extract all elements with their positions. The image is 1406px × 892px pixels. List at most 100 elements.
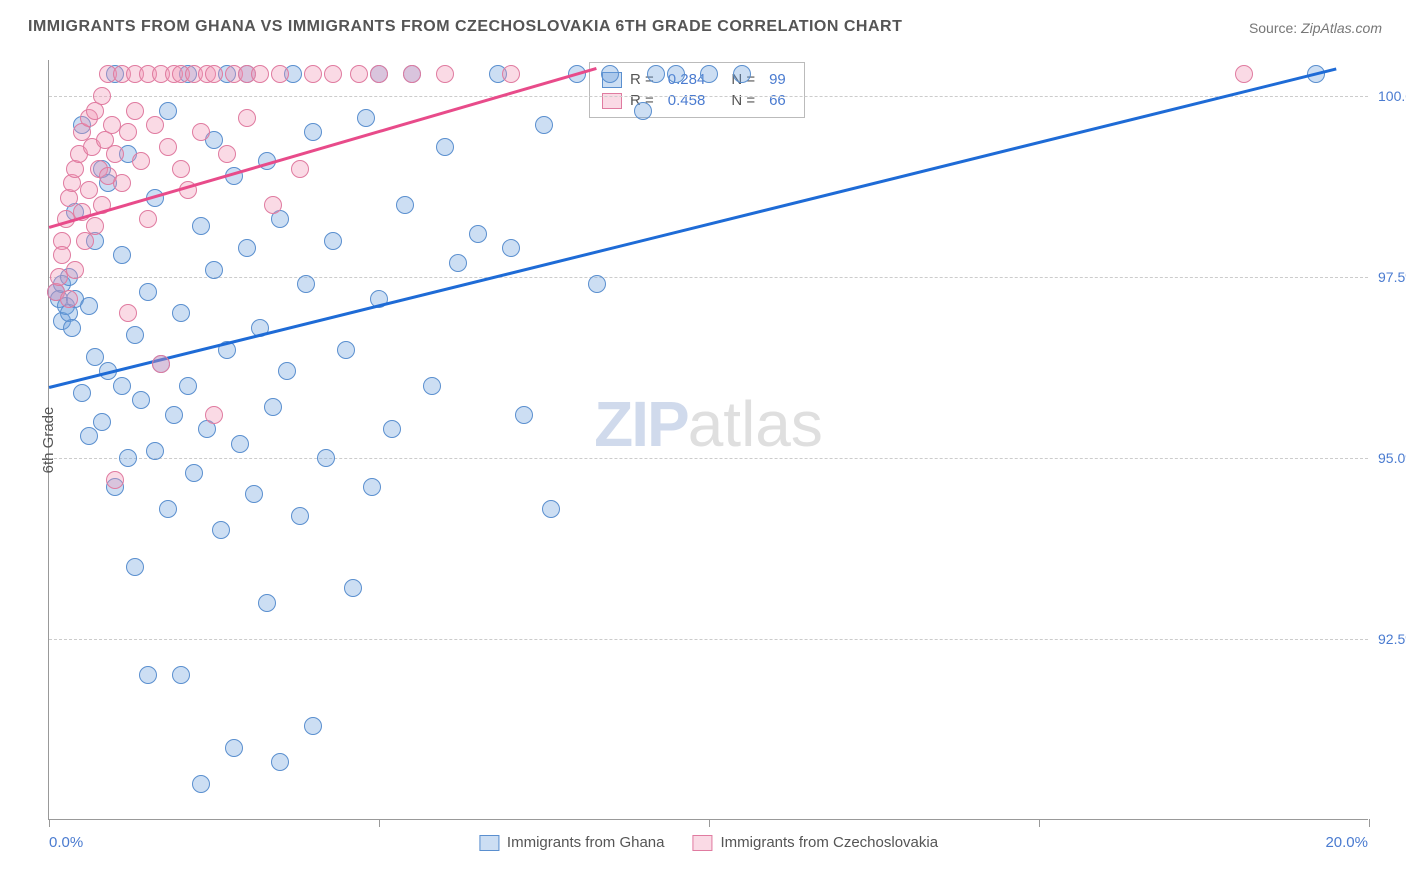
data-point [93,413,111,431]
data-point [304,717,322,735]
correlation-legend: R =0.284N =99R =0.458N =66 [589,62,805,118]
source-value: ZipAtlas.com [1301,20,1382,36]
data-point [165,406,183,424]
data-point [588,275,606,293]
data-point [106,471,124,489]
data-point [238,109,256,127]
legend-swatch [692,835,712,851]
data-point [159,102,177,120]
legend-row: R =0.458N =66 [602,90,792,111]
grid-line [49,639,1368,640]
data-point [634,102,652,120]
data-point [132,152,150,170]
series-legend-item: Immigrants from Ghana [479,834,665,851]
data-point [113,377,131,395]
data-point [73,384,91,402]
x-axis-max-label: 20.0% [1325,834,1368,851]
chart-title: IMMIGRANTS FROM GHANA VS IMMIGRANTS FROM… [28,18,902,36]
data-point [192,775,210,793]
data-point [159,138,177,156]
data-point [396,196,414,214]
scatter-plot: 6th Grade ZIPatlas R =0.284N =99R =0.458… [48,60,1368,820]
data-point [1235,65,1253,83]
data-point [304,65,322,83]
data-point [337,341,355,359]
data-point [231,435,249,453]
data-point [205,261,223,279]
data-point [535,116,553,134]
data-point [86,217,104,235]
data-point [119,123,137,141]
data-point [542,500,560,518]
legend-r-value: 0.458 [668,92,706,109]
data-point [733,65,751,83]
data-point [80,297,98,315]
data-point [126,326,144,344]
data-point [238,239,256,257]
data-point [152,355,170,373]
data-point [53,246,71,264]
legend-n-label: N = [731,92,755,109]
data-point [132,391,150,409]
legend-row: R =0.284N =99 [602,69,792,90]
grid-line [49,458,1368,459]
data-point [63,319,81,337]
y-tick-label: 92.5% [1378,631,1406,647]
data-point [80,181,98,199]
data-point [449,254,467,272]
data-point [601,65,619,83]
data-point [172,304,190,322]
legend-n-value: 66 [769,92,786,109]
data-point [139,666,157,684]
x-tick [379,819,380,827]
grid-line [49,277,1368,278]
data-point [93,87,111,105]
x-axis-min-label: 0.0% [49,834,83,851]
data-point [423,377,441,395]
data-point [324,232,342,250]
data-point [324,65,342,83]
data-point [700,65,718,83]
data-point [667,65,685,83]
data-point [271,65,289,83]
data-point [119,449,137,467]
data-point [146,116,164,134]
data-point [304,123,322,141]
data-point [119,304,137,322]
data-point [126,102,144,120]
data-point [370,65,388,83]
data-point [363,478,381,496]
data-point [159,500,177,518]
data-point [271,753,289,771]
data-point [436,65,454,83]
watermark: ZIPatlas [594,387,823,461]
data-point [291,507,309,525]
y-tick-label: 95.0% [1378,450,1406,466]
data-point [278,362,296,380]
data-point [502,239,520,257]
data-point [251,65,269,83]
data-point [258,594,276,612]
y-tick-label: 97.5% [1378,269,1406,285]
legend-n-value: 99 [769,71,786,88]
data-point [86,348,104,366]
data-point [66,261,84,279]
x-tick [709,819,710,827]
data-point [647,65,665,83]
data-point [218,145,236,163]
data-point [192,123,210,141]
series-name: Immigrants from Czechoslovakia [720,834,938,851]
y-tick-label: 100.0% [1378,88,1406,104]
data-point [357,109,375,127]
y-axis-title: 6th Grade [40,406,57,473]
data-point [192,217,210,235]
data-point [172,666,190,684]
data-point [383,420,401,438]
data-point [469,225,487,243]
x-tick [49,819,50,827]
data-point [185,464,203,482]
data-point [126,558,144,576]
data-point [502,65,520,83]
data-point [350,65,368,83]
data-point [139,210,157,228]
